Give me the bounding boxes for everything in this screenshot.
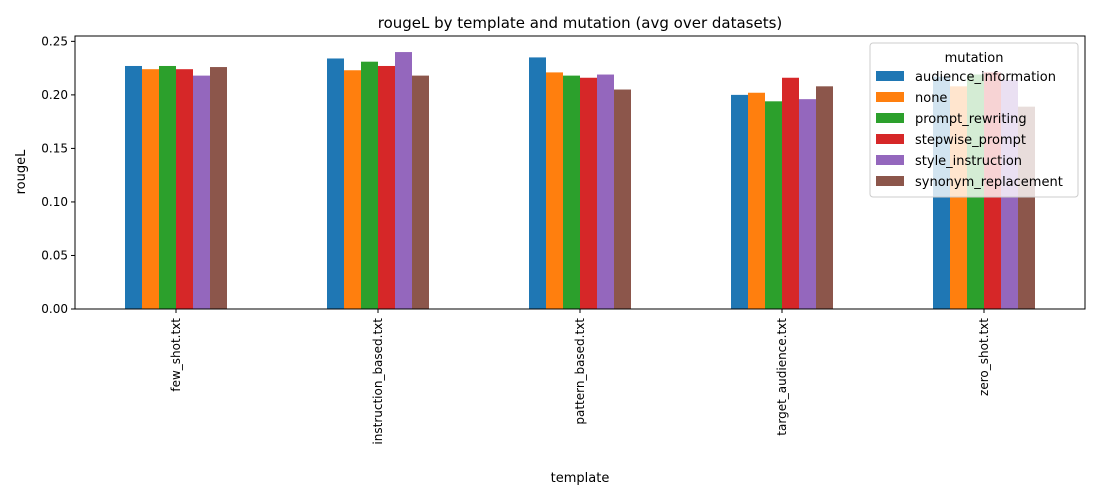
bar-stepwise-prompt-3 — [782, 77, 799, 309]
x-tick-label: zero_shot.txt — [977, 318, 991, 396]
y-tick-label: 0.15 — [41, 141, 68, 155]
x-tick-label: few_shot.txt — [169, 318, 183, 392]
bar-audience-information-0 — [125, 65, 142, 309]
legend-swatch-style-instruction — [876, 155, 904, 165]
legend-swatch-audience-information — [876, 71, 904, 81]
legend-label-synonym-replacement: synonym_replacement — [915, 175, 1063, 190]
bar-prompt-rewriting-1 — [361, 61, 378, 309]
bar-style-instruction-0 — [193, 75, 210, 309]
x-tick-label: pattern_based.txt — [573, 318, 587, 425]
y-axis: 0.00 0.05 0.10 0.15 0.20 0.25 — [41, 34, 75, 316]
bar-none-2 — [546, 72, 563, 310]
bar-stepwise-prompt-1 — [378, 65, 395, 309]
legend-box — [869, 42, 1079, 198]
bar-prompt-rewriting-0 — [159, 65, 176, 309]
legend-swatch-stepwise-prompt — [876, 134, 904, 144]
legend-label-stepwise-prompt: stepwise_prompt — [915, 133, 1026, 148]
bar-synonym-replacement-0 — [210, 67, 227, 309]
bar-audience-information-1 — [327, 58, 344, 310]
bar-none-3 — [748, 92, 765, 310]
legend-label-style-instruction: style_instruction — [915, 154, 1022, 169]
bar-audience-information-2 — [529, 57, 546, 309]
bar-stepwise-prompt-0 — [176, 69, 193, 309]
y-tick-label: 0.25 — [41, 34, 68, 48]
x-axis-label: template — [551, 471, 610, 486]
bar-stepwise-prompt-2 — [580, 77, 597, 309]
bar-style-instruction-3 — [799, 99, 816, 309]
bar-style-instruction-1 — [395, 52, 412, 310]
legend-label-none: none — [915, 91, 947, 106]
bar-none-0 — [142, 69, 159, 309]
legend-label-audience-information: audience_information — [915, 70, 1056, 85]
legend-swatch-prompt-rewriting — [876, 113, 904, 123]
bars-group — [125, 52, 1035, 310]
y-tick-label: 0.05 — [41, 248, 68, 262]
plot-frame — [74, 35, 1086, 310]
legend-swatch-synonym-replacement — [876, 176, 904, 186]
x-axis: few_shot.txt instruction_based.txt pattern… — [169, 309, 991, 445]
y-tick-label: 0.10 — [41, 195, 68, 209]
legend-title: mutation — [945, 51, 1004, 66]
x-tick-label: target_audience.txt — [775, 318, 789, 436]
y-tick-label: 0.20 — [41, 88, 68, 102]
bar-style-instruction-2 — [597, 74, 614, 309]
chart-title: rougeL by template and mutation (avg ove… — [378, 14, 783, 32]
y-axis-label: rougeL — [14, 149, 29, 195]
bar-prompt-rewriting-2 — [563, 75, 580, 309]
bar-none-1 — [344, 70, 361, 309]
bar-synonym-replacement-3 — [816, 86, 833, 309]
bar-synonym-replacement-2 — [614, 89, 631, 309]
bar-audience-information-3 — [731, 94, 748, 309]
bar-synonym-replacement-1 — [412, 75, 429, 309]
bar-prompt-rewriting-3 — [765, 101, 782, 309]
y-tick-label: 0.00 — [41, 302, 68, 316]
legend-label-prompt-rewriting: prompt_rewriting — [915, 112, 1027, 127]
legend-swatch-none — [876, 92, 904, 102]
x-tick-label: instruction_based.txt — [371, 318, 385, 445]
